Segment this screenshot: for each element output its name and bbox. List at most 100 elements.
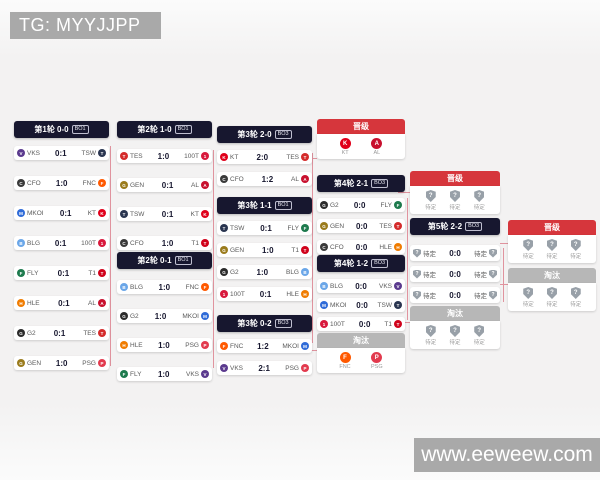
team-tag: 待定 <box>423 251 436 258</box>
match-score: 0:1 <box>55 148 67 158</box>
match-row: C CFO 1:2 AL A <box>217 172 312 186</box>
qualify-team: ? 待定 <box>546 239 558 260</box>
team-logo-tbd-icon: ? <box>425 190 436 202</box>
team-tag: T1 <box>384 320 392 328</box>
team-tag: G2 <box>230 268 239 276</box>
team-logo-tbd-icon: ? <box>523 239 534 251</box>
match-list: T TES 1:0 100T 1 G GEN 0:1 AL A T TSW 0:1 KT K C CFO 1:0 T… <box>117 149 212 250</box>
match-right-team: TES T <box>83 329 106 337</box>
match-score: 0:1 <box>161 180 174 190</box>
team-tag: FLY <box>380 201 392 209</box>
match-row: 1 100T 0:1 HLE H <box>217 287 312 301</box>
match-left-team: F FLY <box>120 370 141 378</box>
match-left-team: T TES <box>120 152 143 160</box>
team-logo-tbd-icon: ? <box>523 287 534 299</box>
team-tag: TSW <box>81 149 96 157</box>
match-left-team: C CFO <box>120 239 144 247</box>
match-left-team: T TSW <box>120 210 144 218</box>
team-tag: AL <box>88 299 96 307</box>
qualify-team-label: 待定 <box>425 340 437 346</box>
match-row: G G2 0:1 TES T <box>14 326 109 340</box>
match-score: 0:1 <box>260 223 272 233</box>
format-badge: BO3 <box>465 222 483 231</box>
team-logo-cfo-icon: C <box>320 243 328 251</box>
team-tag: VKS <box>185 370 199 378</box>
match-score: 1:0 <box>261 245 274 255</box>
match-right-team: FNC F <box>186 283 209 291</box>
team-tag: TSW <box>377 301 392 309</box>
team-logo-100t-icon: 1 <box>320 320 328 328</box>
team-tag: 待定 <box>474 293 487 300</box>
team-tag: TES <box>286 153 299 161</box>
team-tag: VKS <box>378 282 392 290</box>
round-header: 第2轮 1-0 BO1 <box>117 121 212 138</box>
match-score: 1:0 <box>158 282 171 292</box>
match-score: 0:1 <box>54 238 67 248</box>
team-tag: CFO <box>130 239 144 247</box>
match-list: F FNC 1:2 MKOI M V VKS 2:1 PSG P <box>217 339 312 375</box>
round-section-r4-1-2: 第4轮 1-2 BO3 B BLG 0:0 VKS V M MKOI 0:0 TSW T 1 100T… <box>317 255 405 331</box>
match-score: 0:0 <box>355 242 368 252</box>
format-badge: BO1 <box>71 125 89 134</box>
format-badge: BO3 <box>371 179 389 188</box>
round-section-r3-0-2: 第3轮 0-2 BO3 F FNC 1:2 MKOI M V VKS 2:1 PSG P <box>217 315 312 375</box>
format-badge: BO1 <box>174 125 192 134</box>
match-row: ? 待定 0:0 待定? <box>410 245 500 261</box>
match-row: H HLE 1:0 PSG P <box>117 338 212 352</box>
connector-line <box>398 192 410 193</box>
team-logo-gen-icon: G <box>120 181 128 189</box>
qualify-team-label: 待定 <box>570 254 582 260</box>
qualified-teams: K KT A AL <box>317 134 405 159</box>
team-logo-100t-icon: 1 <box>98 239 106 247</box>
match-row: B BLG 1:0 FNC F <box>117 280 212 294</box>
match-left-team: G G2 <box>17 329 36 337</box>
team-logo-al-icon: A <box>301 175 309 183</box>
team-logo-kt-icon: K <box>220 153 228 161</box>
match-list: T TSW 0:1 FLY F G GEN 1:0 T1 T G G2 1:0 BLG B 1 100T 0:1 H… <box>217 221 312 301</box>
match-row: B BLG 0:1 100T 1 <box>14 236 109 250</box>
team-tag: MKOI <box>282 342 299 350</box>
match-row: V VKS 0:1 TSW T <box>14 146 109 160</box>
match-row: ? 待定 0:0 待定? <box>410 287 500 303</box>
eliminated-teams: ? 待定? 待定? 待定 <box>508 283 596 311</box>
team-logo-psg-icon: P <box>200 341 209 349</box>
qualify-team-label: PSG <box>371 364 383 370</box>
team-logo-hle-icon: H <box>17 299 25 307</box>
eliminated-header: 淘汰 <box>410 306 500 321</box>
team-tag: 100T <box>230 290 245 298</box>
match-list: ? 待定 0:0 待定?? 待定 0:0 待定?? 待定 0:0 待定? <box>410 245 500 303</box>
team-tag: VKS <box>230 364 244 372</box>
round-header: 第1轮 0-0 BO1 <box>14 121 109 138</box>
eliminated-box-r5: 淘汰 ? 待定? 待定? 待定 <box>508 268 596 311</box>
team-logo-fnc-icon: F <box>201 283 209 291</box>
team-tag: CFO <box>27 179 41 187</box>
match-score: 1:0 <box>55 358 68 368</box>
match-score: 0:0 <box>355 281 367 291</box>
team-tag: MKOI <box>330 301 347 309</box>
team-tag: TES <box>379 222 392 230</box>
team-tag: CFO <box>230 175 244 183</box>
team-logo-mkoi-icon: M <box>17 209 25 217</box>
qualify-team-label: 待定 <box>522 254 534 260</box>
team-logo-t1-icon: T <box>301 246 309 254</box>
match-right-team: TSW T <box>378 301 402 309</box>
match-score: 0:0 <box>358 319 371 329</box>
team-logo-vks-icon: V <box>201 370 209 378</box>
round-title: 第5轮 2-2 <box>427 222 463 231</box>
qualify-team-label: FNC <box>339 364 351 370</box>
match-left-team: G G2 <box>320 201 339 209</box>
team-logo-hle-icon: H <box>300 290 309 298</box>
qualify-team: ? 待定 <box>474 190 485 211</box>
qualify-team: ? 待定 <box>570 239 581 260</box>
match-row: F FLY 1:0 VKS V <box>117 367 212 381</box>
match-right-team: T1 T <box>191 239 209 247</box>
eliminated-box-r4: 淘汰 ? 待定? 待定? 待定 <box>410 306 500 349</box>
round-section-r5-2-2: 第5轮 2-2 BO3 ? 待定 0:0 待定?? 待定 0:0 待定?? 待定 0:0 待定? <box>410 218 500 303</box>
match-right-team: HLE H <box>379 243 402 251</box>
team-tag: MKOI <box>27 209 44 217</box>
team-logo-tbd-icon: ? <box>546 287 557 299</box>
qualify-team: ? 待定 <box>449 325 461 346</box>
match-score: 0:0 <box>449 290 461 300</box>
match-score: 1:2 <box>261 174 274 184</box>
qualify-team: ? 待定 <box>570 287 581 308</box>
